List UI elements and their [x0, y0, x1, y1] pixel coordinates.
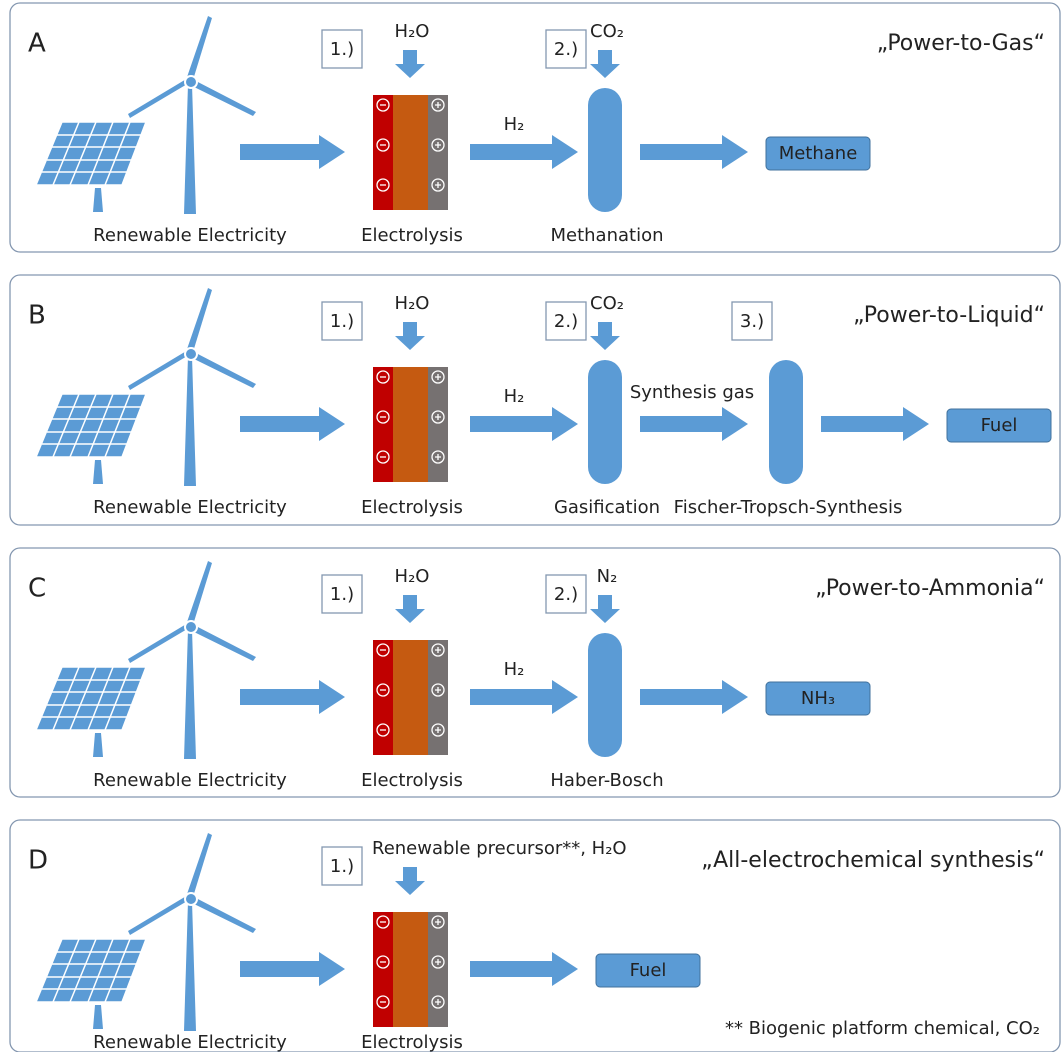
- arrow: [470, 680, 578, 714]
- step-number: 1.): [330, 584, 354, 605]
- electrolyzer: [373, 912, 448, 1027]
- step-label: Electrolysis: [361, 497, 463, 518]
- electrolyzer: [373, 95, 448, 210]
- panel-letter: C: [28, 574, 46, 604]
- arrow: [590, 322, 620, 350]
- step-label: Gasification: [554, 497, 660, 518]
- source-label: Renewable Electricity: [93, 497, 287, 518]
- panel-title: „Power-to-Ammonia“: [815, 576, 1045, 601]
- step-input: H₂O: [395, 566, 430, 587]
- electrolyzer: [373, 367, 448, 482]
- step-number: 1.): [330, 856, 354, 877]
- panel: C „Power-to-Ammonia“ Renewable Electricity…: [10, 548, 1060, 797]
- panel: B „Power-to-Liquid“ Renewable Electricity 1…: [10, 275, 1060, 525]
- arrow: [821, 407, 929, 441]
- stream-label: H₂: [504, 114, 525, 135]
- panel-title: „Power-to-Gas“: [877, 31, 1045, 56]
- arrow: [240, 135, 345, 169]
- arrow: [395, 322, 425, 350]
- arrow: [590, 50, 620, 78]
- arrow: [240, 407, 345, 441]
- reactor: [588, 88, 622, 212]
- step-label: Methanation: [550, 225, 663, 246]
- arrow: [395, 595, 425, 623]
- arrow: [240, 952, 345, 986]
- step-label: Haber-Bosch: [550, 770, 663, 791]
- step-input: Renewable precursor**, H₂O: [372, 838, 627, 859]
- step-number: 2.): [554, 584, 578, 605]
- step-number: 1.): [330, 39, 354, 60]
- step-number: 2.): [554, 311, 578, 332]
- arrow: [640, 135, 748, 169]
- arrow: [470, 952, 578, 986]
- source-label: Renewable Electricity: [93, 1032, 287, 1052]
- product-label: Fuel: [981, 415, 1018, 436]
- step-number: 2.): [554, 39, 578, 60]
- arrow: [240, 680, 345, 714]
- step-label: Fischer-Tropsch-Synthesis: [674, 497, 903, 518]
- energy-icon: [36, 288, 256, 486]
- panel: D „All-electrochemical synthesis“ Renewabl…: [10, 820, 1060, 1052]
- product-label: NH₃: [801, 688, 835, 709]
- source-label: Renewable Electricity: [93, 225, 287, 246]
- step-input: H₂O: [395, 293, 430, 314]
- source-label: Renewable Electricity: [93, 770, 287, 791]
- product-label: Methane: [779, 143, 858, 164]
- panel-letter: A: [28, 29, 46, 59]
- energy-icon: [36, 833, 256, 1031]
- electrolyzer: [373, 640, 448, 755]
- diagram: A „Power-to-Gas“ Renewable Electricity 1.) H…: [0, 0, 1062, 1052]
- stream-label: H₂: [504, 659, 525, 680]
- reactor: [588, 360, 622, 484]
- arrow: [590, 595, 620, 623]
- footnote: ** Biogenic platform chemical, CO₂: [725, 1018, 1040, 1039]
- product-label: Fuel: [630, 960, 667, 981]
- arrow: [470, 407, 578, 441]
- panel-letter: D: [28, 846, 48, 876]
- stream-label: Synthesis gas: [630, 382, 754, 403]
- energy-icon: [36, 16, 256, 214]
- arrow: [395, 867, 425, 895]
- step-input: CO₂: [590, 21, 624, 42]
- panel-title: „All-electrochemical synthesis“: [701, 848, 1045, 873]
- step-input: H₂O: [395, 21, 430, 42]
- step-label: Electrolysis: [361, 225, 463, 246]
- step-label: Electrolysis: [361, 770, 463, 791]
- arrow: [640, 680, 748, 714]
- arrow: [395, 50, 425, 78]
- panel-letter: B: [28, 301, 46, 331]
- step-input: CO₂: [590, 293, 624, 314]
- step-number: 3.): [740, 311, 764, 332]
- reactor: [769, 360, 803, 484]
- energy-icon: [36, 561, 256, 759]
- panel: A „Power-to-Gas“ Renewable Electricity 1.) H…: [10, 3, 1060, 252]
- arrow: [470, 135, 578, 169]
- step-number: 1.): [330, 311, 354, 332]
- stream-label: H₂: [504, 386, 525, 407]
- reactor: [588, 633, 622, 757]
- panel-title: „Power-to-Liquid“: [853, 303, 1045, 328]
- step-input: N₂: [597, 566, 618, 587]
- step-label: Electrolysis: [361, 1032, 463, 1052]
- arrow: [640, 407, 748, 441]
